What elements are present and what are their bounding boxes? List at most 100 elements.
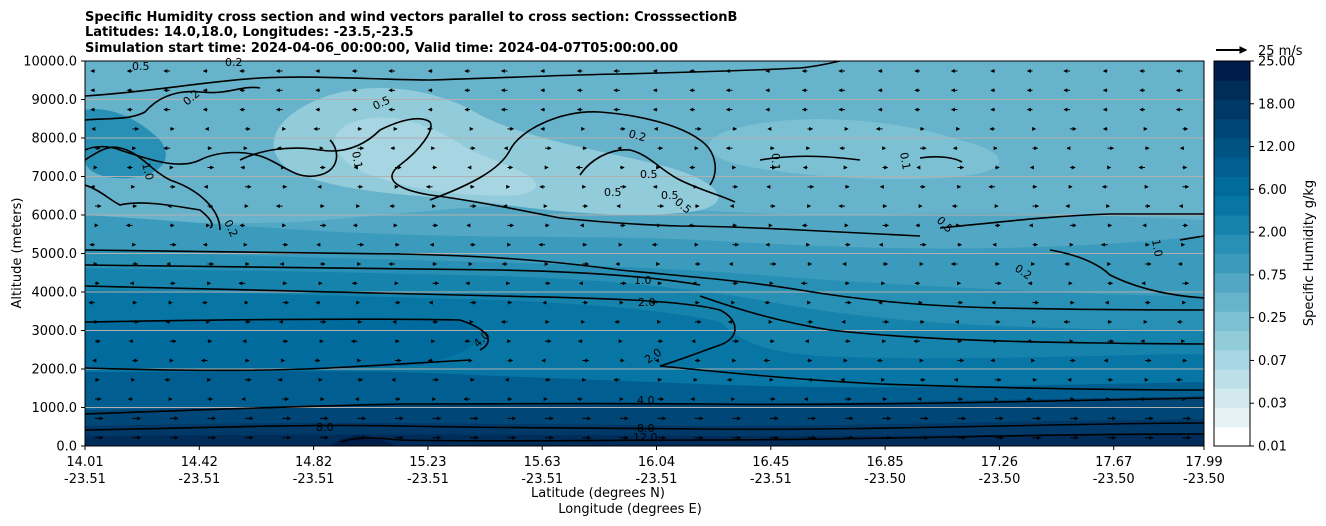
x-tick-label-lat: 16.85 [866,455,903,470]
contour-label: 0.5 [604,186,622,199]
colorbar-label: Specific Humidity g/kg [1302,180,1317,326]
contour-label: 0.2 [225,56,243,69]
contour-line [85,397,1204,415]
contour-line [85,139,338,178]
colorbar-band [1214,61,1250,81]
colorbar-tick-label: 0.25 [1258,311,1287,326]
contour-line [85,146,221,231]
x-tick-label-lon: -23.50 [1093,472,1135,487]
band-surface-max [330,435,395,446]
y-tick-label: 4000.0 [32,286,78,301]
x-tick-label-lat: 17.67 [1095,455,1132,470]
colorbar-band [1214,388,1250,408]
contour-line [85,264,701,286]
x-tick-label-lat: 17.26 [981,455,1018,470]
contour-line [85,86,261,121]
colorbar-band [1214,311,1250,331]
contour-line [339,433,1204,443]
colorbar-band [1214,157,1250,177]
contour-label: 1.0 [139,161,156,181]
colorbar-tick-label: 0.75 [1258,268,1287,283]
contour-label: 0.2 [627,127,647,144]
colorbar-band [1214,272,1250,293]
chart-title-line-3: Simulation start time: 2024-04-06_00:00:… [85,41,678,56]
colorbar-band [1214,253,1250,274]
y-tick-label: 2000.0 [32,363,78,378]
contour-line [579,149,736,203]
contour-label: 12.0 [633,431,658,444]
contour-line [1049,249,1204,299]
contour-label: 8.0 [637,422,655,435]
contour-label: 0.5 [661,189,679,202]
contour-line [85,422,1204,431]
wind-vectors [88,69,1192,440]
y-tick-label: 5000.0 [32,247,78,262]
colorbar-band [1214,407,1250,428]
x-tick-label-lon: -23.51 [178,472,220,487]
contour-label: 1.0 [634,274,652,287]
contour-lines [85,61,1204,443]
x-tick-label-lon: -23.51 [407,472,449,487]
band-dry-patch-east [708,119,1000,180]
contour-line [85,249,1204,311]
x-tick-label-lon: -23.51 [750,472,792,487]
contour-line [429,111,716,201]
colorbar-tick-label: 12.00 [1258,140,1295,155]
x-tick-label-lat: 15.63 [524,455,561,470]
x-axis: 14.01 -23.51 14.42 -23.51 14.82 -23.51 15.23 -2… [64,446,1225,487]
x-tick-label-lon: -23.51 [293,472,335,487]
colorbar-band [1214,80,1250,100]
band-moist-west [85,109,166,179]
contour-line [1179,235,1204,241]
colorbar-band [1214,215,1250,235]
contour-plot-area [85,61,1204,446]
y-axis: 0.0 1000.0 2000.0 3000.0 4000.0 5000.0 6000.0 7… [23,55,85,455]
x-tick-label-lat: 16.04 [638,455,675,470]
x-tick-label-lon: -23.51 [521,472,563,487]
contour-labels: 0.5 0.2 0.2 0.5 0.1 1.0 0.2 0.2 0.5 0.5 … [132,56,1165,444]
contour-line [85,285,1204,391]
colorbar-tick-label: 25.00 [1258,55,1295,70]
x-tick-label-lat: 14.01 [66,455,103,470]
x-tick-label-lat: 14.82 [295,455,332,470]
colorbar: 0.01 0.03 0.07 0.25 0.75 2.00 6.00 12.00 18.00 25… [1214,55,1295,455]
y-tick-label: 1000.0 [32,401,78,416]
colorbar-band [1214,99,1250,120]
colorbar-tick-label: 0.07 [1258,354,1287,369]
contour-line [939,213,1204,229]
x-tick-label-lon: -23.50 [864,472,906,487]
contour-label: 1.0 [1149,238,1165,257]
x-tick-label-lat: 15.23 [409,455,446,470]
y-tick-label: 8000.0 [32,132,78,147]
colorbar-tick-label: 0.03 [1258,397,1287,412]
y-axis-label: Altitude (meters) [10,198,25,309]
y-tick-label: 0.0 [56,440,77,455]
contour-label: 4.0 [637,394,655,407]
colorbar-band [1214,330,1250,351]
colorbar-band [1214,426,1250,447]
contour-label: 0.1 [897,151,913,170]
band-mid-west [85,318,481,370]
contour-line [699,295,1204,345]
colorbar-band [1214,234,1250,254]
colorbar-tick-label: 2.00 [1258,226,1287,241]
y-tick-label: 10000.0 [23,55,77,70]
contour-label: 0.1 [349,150,365,169]
x-tick-label-lon: -23.50 [978,472,1020,487]
y-tick-label: 9000.0 [32,93,78,108]
chart-title-line-1: Specific Humidity cross section and wind… [85,10,737,25]
y-tick-label: 3000.0 [32,324,78,339]
contour-line [239,118,921,237]
colorbar-band [1214,369,1250,389]
contour-label: 2.0 [638,296,656,309]
colorbar-band [1214,195,1250,216]
colorbar-tick-label: 18.00 [1258,97,1295,112]
chart-title-line-2: Latitudes: 14.0,18.0, Longitudes: -23.5,… [85,25,414,40]
contour-label: 0.5 [132,60,150,73]
colorbar-band [1214,292,1250,312]
y-tick-label: 7000.0 [32,170,78,185]
quiver-key-label: 25 m/s [1258,44,1303,59]
x-tick-label-lat: 17.99 [1185,455,1222,470]
contour-line [85,318,489,372]
